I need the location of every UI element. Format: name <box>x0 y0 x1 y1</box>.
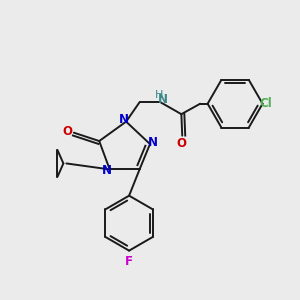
Text: H: H <box>155 90 163 100</box>
Text: O: O <box>62 125 72 138</box>
Text: Cl: Cl <box>260 97 272 110</box>
Text: N: N <box>102 164 112 177</box>
Text: N: N <box>158 93 168 106</box>
Text: O: O <box>177 136 187 150</box>
Text: N: N <box>119 113 129 126</box>
Text: N: N <box>148 136 158 149</box>
Text: F: F <box>125 255 133 268</box>
